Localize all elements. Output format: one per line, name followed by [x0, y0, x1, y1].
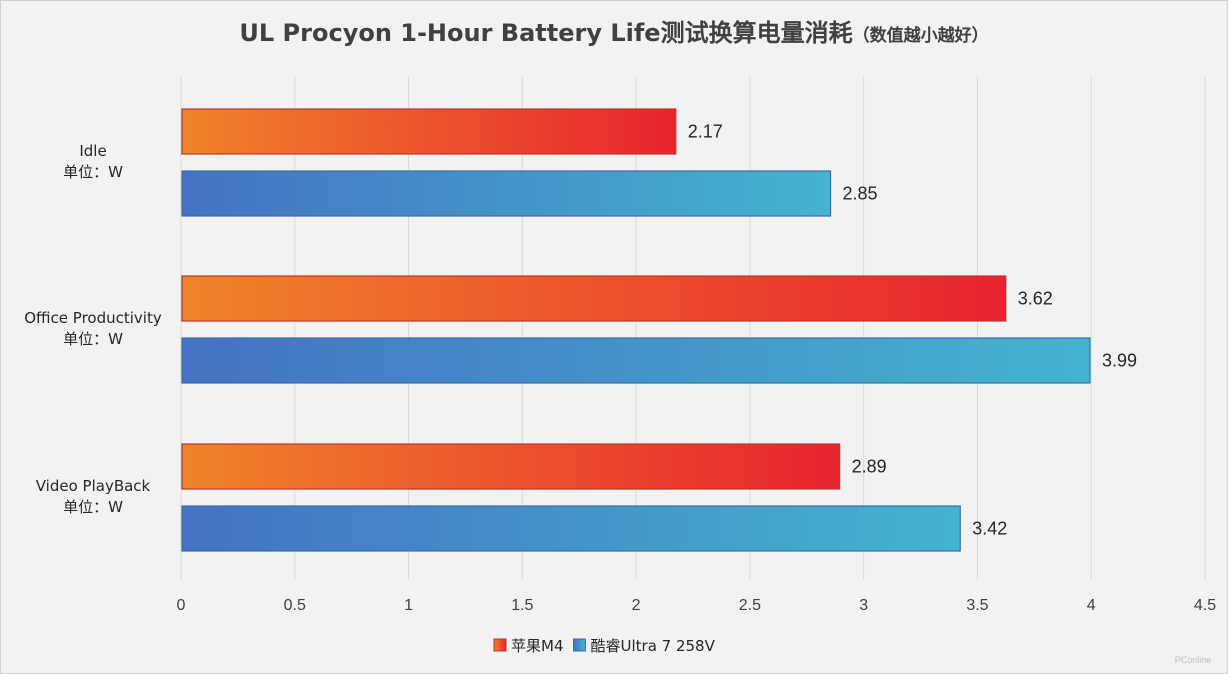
- chart-title-main: UL Procyon 1-Hour Battery Life测试换算电量消耗: [239, 19, 852, 47]
- data-label: 3.42: [972, 519, 1007, 539]
- data-label: 3.62: [1018, 289, 1053, 309]
- data-label: 2.89: [852, 457, 887, 477]
- bars: [181, 108, 1091, 552]
- legend-label: 苹果M4: [511, 637, 564, 655]
- x-axis-ticks: 0 0.5 1 1.5 2 2.5 3 3.5 4 4.5: [177, 597, 1217, 614]
- x-tick-label: 4: [1087, 597, 1096, 614]
- legend-label: 酷睿Ultra 7 258V: [591, 637, 716, 655]
- bar-apple-m4: [181, 108, 677, 155]
- legend-swatch: [493, 638, 507, 652]
- bar-apple-m4: [181, 275, 1007, 322]
- legend: 苹果M4 酷睿Ultra 7 258V: [493, 637, 716, 655]
- x-tick-label: 3: [859, 597, 868, 614]
- category-label: Idle 单位：W: [63, 142, 123, 181]
- bar-core-ultra-7: [181, 170, 832, 217]
- gridlines: [180, 77, 1206, 580]
- legend-item: 苹果M4: [493, 637, 564, 655]
- data-labels: 2.17 3.62 2.89 2.85 3.99 3.42: [688, 122, 1137, 539]
- x-tick-label: 0: [177, 597, 186, 614]
- x-tick-label: 2: [632, 597, 641, 614]
- x-tick-label: 3.5: [966, 597, 988, 614]
- legend-item: 酷睿Ultra 7 258V: [573, 637, 716, 655]
- watermark: PConline: [1175, 655, 1212, 665]
- category-labels: Idle 单位：W Office Productivity 单位：W Video Pla…: [24, 142, 162, 516]
- legend-swatch: [573, 638, 586, 652]
- data-label: 2.85: [843, 184, 878, 204]
- bar-core-ultra-7: [181, 505, 961, 552]
- bar-apple-m4: [181, 443, 841, 490]
- chart-title-note: （数值越小越好）: [853, 25, 989, 46]
- data-label: 3.99: [1102, 351, 1137, 371]
- x-tick-label: 1.5: [511, 597, 533, 614]
- x-tick-label: 1: [404, 597, 413, 614]
- data-label: 2.17: [688, 122, 723, 142]
- x-tick-label: 2.5: [739, 597, 761, 614]
- x-tick-label: 4.5: [1194, 597, 1216, 614]
- x-tick-label: 0.5: [284, 597, 306, 614]
- category-label: Video PlayBack 单位：W: [36, 477, 151, 516]
- category-label: Office Productivity 单位：W: [24, 309, 162, 348]
- chart-title: UL Procyon 1-Hour Battery Life测试换算电量消耗（数…: [239, 19, 988, 47]
- bar-core-ultra-7: [181, 337, 1091, 384]
